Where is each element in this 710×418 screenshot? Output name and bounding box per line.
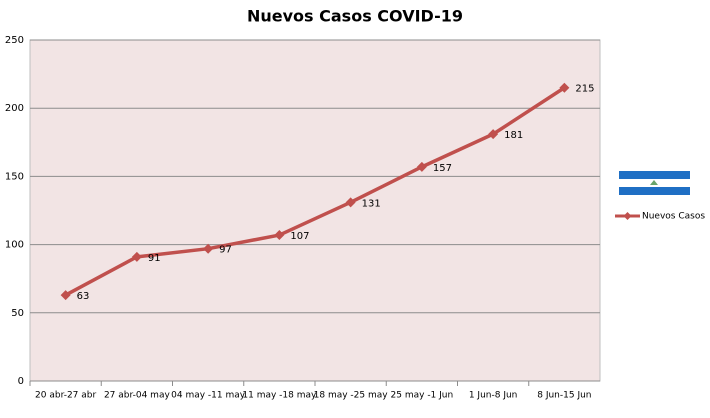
legend-marker (623, 212, 632, 220)
x-tick-label: 18 may -25 may (314, 391, 389, 401)
data-label: 131 (362, 198, 381, 209)
marker (274, 230, 285, 241)
line (64, 86, 566, 297)
y-tick-label: 250 (5, 35, 24, 46)
marker (416, 161, 427, 172)
y-tick-label: 200 (5, 103, 24, 114)
data-label: 107 (290, 231, 309, 242)
x-tick-label: 04 may -11 may (171, 391, 246, 401)
y-tick-label: 50 (11, 308, 24, 319)
y-tick-label: 150 (5, 171, 24, 182)
data-label: 63 (77, 291, 90, 302)
data-label: 157 (433, 163, 452, 174)
marker (203, 243, 214, 254)
x-tick-label: 1 Jun-8 Jun (469, 391, 518, 401)
x-tick-label: 20 abr-27 abr (35, 391, 96, 401)
x-tick-label: 25 may -1 Jun (391, 391, 454, 401)
x-tick-label: 8 Jun-15 Jun (537, 391, 591, 401)
marker (488, 129, 499, 140)
marker (559, 82, 570, 93)
flag (619, 171, 690, 195)
legend-label: Nuevos Casos (642, 212, 705, 222)
chart-title: Nuevos Casos COVID-19 (247, 7, 463, 26)
x-tick-label: 11 may -18 may (242, 391, 317, 401)
data-label: 97 (219, 245, 232, 256)
plot-area (29, 39, 601, 382)
x-tick-label: 27 abr-04 may (104, 391, 171, 401)
marker (345, 197, 356, 208)
marker (60, 290, 71, 301)
data-label: 215 (575, 84, 594, 95)
marker (131, 251, 142, 262)
data-label: 181 (504, 130, 523, 141)
y-tick-label: 0 (18, 376, 24, 387)
y-tick-label: 100 (5, 240, 24, 251)
data-label: 91 (148, 253, 161, 264)
